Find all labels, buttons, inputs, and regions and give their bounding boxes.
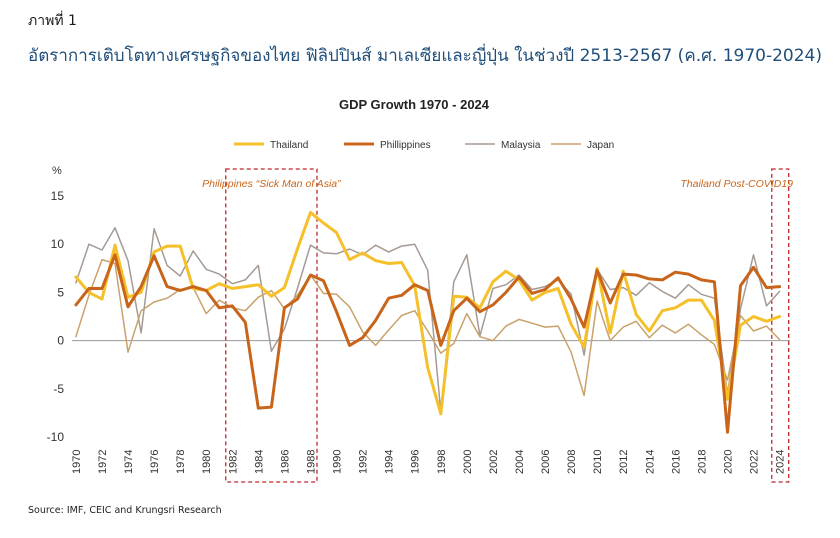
y-tick-label-2: 5 xyxy=(57,285,64,299)
x-tick-label-23: 2016 xyxy=(670,450,682,474)
figure-label: ภาพที่ 1 xyxy=(28,13,77,29)
x-tick-label-0: 1970 xyxy=(71,450,83,474)
y-tick-label-3: 0 xyxy=(57,334,64,348)
x-tick-label-8: 1986 xyxy=(279,450,291,474)
x-tick-label-14: 1998 xyxy=(436,450,448,474)
series-line-japan xyxy=(75,258,781,397)
x-tick-label-11: 1992 xyxy=(358,450,370,474)
legend-label-0: Thailand xyxy=(270,140,308,151)
source-note: Source: IMF, CEIC and Krungsri Research xyxy=(28,505,222,516)
x-tick-label-20: 2010 xyxy=(592,450,604,474)
y-tick-label-5: -10 xyxy=(47,430,65,444)
series-line-thailand xyxy=(74,210,782,416)
x-tick-label-19: 2008 xyxy=(566,450,578,474)
x-tick-label-21: 2012 xyxy=(618,450,630,474)
series-line-malaysia xyxy=(75,227,781,413)
annotation-label-1: Thailand Post-COVID19 xyxy=(680,178,793,190)
x-tick-label-22: 2014 xyxy=(644,450,656,474)
annotation-box-1 xyxy=(771,168,790,483)
y-axis-unit: % xyxy=(52,165,62,177)
x-tick-label-5: 1980 xyxy=(201,450,213,474)
chart-title: GDP Growth 1970 - 2024 xyxy=(339,97,490,112)
x-tick-label-17: 2004 xyxy=(514,450,526,474)
series-line-phillippines xyxy=(74,253,782,434)
y-tick-label-1: 10 xyxy=(51,237,65,251)
x-tick-label-6: 1982 xyxy=(227,450,239,474)
x-tick-label-27: 2024 xyxy=(775,450,787,474)
x-tick-label-15: 2000 xyxy=(462,450,474,474)
x-tick-label-4: 1978 xyxy=(175,450,187,474)
x-tick-label-9: 1988 xyxy=(305,450,317,474)
x-tick-label-12: 1994 xyxy=(384,450,396,474)
legend-label-2: Malaysia xyxy=(501,140,541,151)
y-tick-label-0: 15 xyxy=(51,189,65,203)
legend-label-1: Phillippines xyxy=(380,140,431,151)
y-tick-label-4: -5 xyxy=(53,382,64,396)
annotation-label-0: Philippines “Sick Man of Asia” xyxy=(202,178,341,190)
x-tick-label-24: 2018 xyxy=(696,450,708,474)
annotation-box-0 xyxy=(225,168,318,483)
x-tick-label-1: 1972 xyxy=(97,450,109,474)
figure-title: อัตราการเติบโตทางเศรษฐกิจของไทย ฟิลิปปิน… xyxy=(28,46,822,66)
x-tick-label-13: 1996 xyxy=(410,450,422,474)
x-tick-label-16: 2002 xyxy=(488,450,500,474)
x-tick-label-2: 1974 xyxy=(123,450,135,474)
x-tick-label-25: 2020 xyxy=(722,450,734,474)
legend-label-3: Japan xyxy=(587,140,614,151)
x-tick-label-3: 1976 xyxy=(149,450,161,474)
x-tick-label-18: 2006 xyxy=(540,450,552,474)
x-tick-label-10: 1990 xyxy=(332,450,344,474)
x-tick-label-26: 2022 xyxy=(749,450,761,474)
x-tick-label-7: 1984 xyxy=(253,450,265,474)
